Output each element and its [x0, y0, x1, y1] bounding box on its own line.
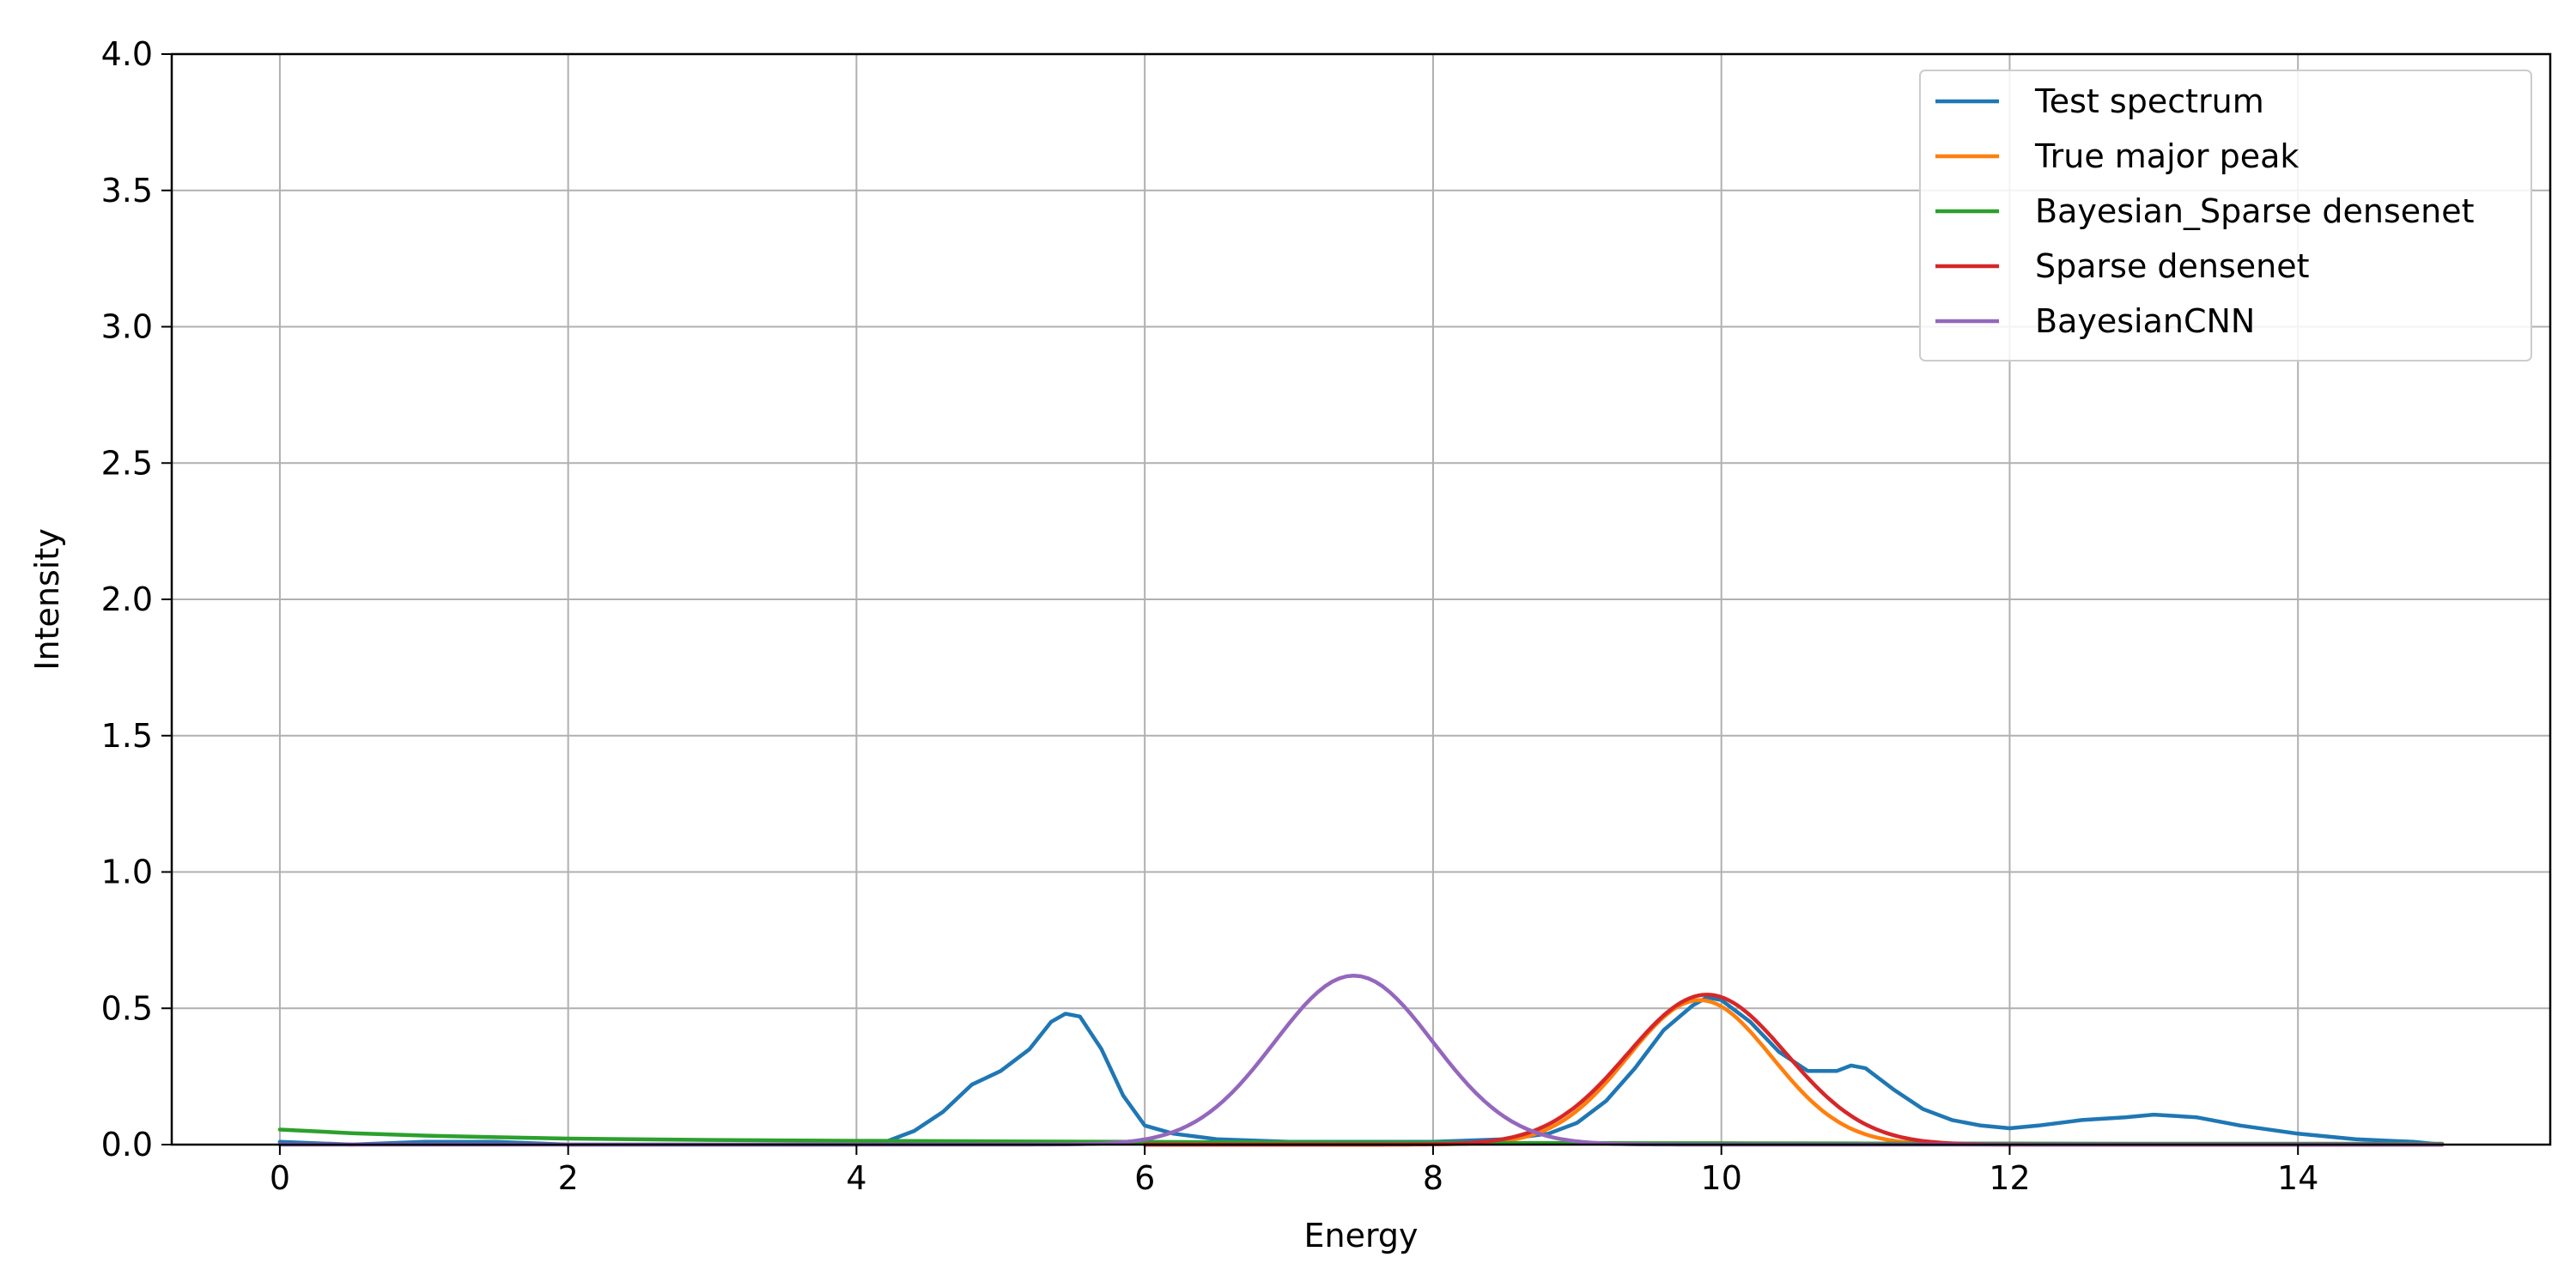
y-tick-label: 2.5: [101, 444, 153, 482]
legend-label: Test spectrum: [2034, 82, 2264, 120]
y-tick-label: 3.5: [101, 172, 153, 210]
x-axis-label: Energy: [1303, 1217, 1418, 1255]
x-tick-label: 4: [846, 1159, 866, 1197]
x-tick-label: 12: [1989, 1159, 2030, 1197]
legend-label: True major peak: [2034, 137, 2299, 175]
y-tick-label: 1.0: [101, 854, 153, 891]
x-tick-label: 2: [558, 1159, 579, 1197]
y-axis-ticks: 0.0 0.5 1.0 1.5 2.0 2.5 3.0 3.5 4.0: [101, 35, 172, 1163]
y-tick-label: 3.0: [101, 308, 153, 346]
x-tick-label: 0: [270, 1159, 290, 1197]
legend-label: Bayesian_Sparse densenet: [2035, 192, 2474, 230]
y-tick-label: 1.5: [101, 717, 153, 755]
x-tick-label: 14: [2277, 1159, 2318, 1197]
x-tick-label: 10: [1701, 1159, 1742, 1197]
legend: Test spectrum True major peak Bayesian_Spa…: [1919, 70, 2532, 361]
x-axis-ticks: 0 2 4 6 8 10 12 14: [270, 1145, 2318, 1197]
x-tick-label: 8: [1423, 1159, 1443, 1197]
y-tick-label: 4.0: [101, 35, 153, 73]
legend-label: BayesianCNN: [2035, 302, 2255, 340]
y-tick-label: 0.0: [101, 1126, 153, 1163]
x-tick-label: 6: [1134, 1159, 1155, 1197]
y-axis-label: Intensity: [28, 528, 66, 670]
legend-box: [1919, 70, 2532, 361]
y-tick-label: 0.5: [101, 989, 153, 1027]
legend-label: Sparse densenet: [2035, 247, 2310, 285]
y-tick-label: 2.0: [101, 580, 153, 618]
